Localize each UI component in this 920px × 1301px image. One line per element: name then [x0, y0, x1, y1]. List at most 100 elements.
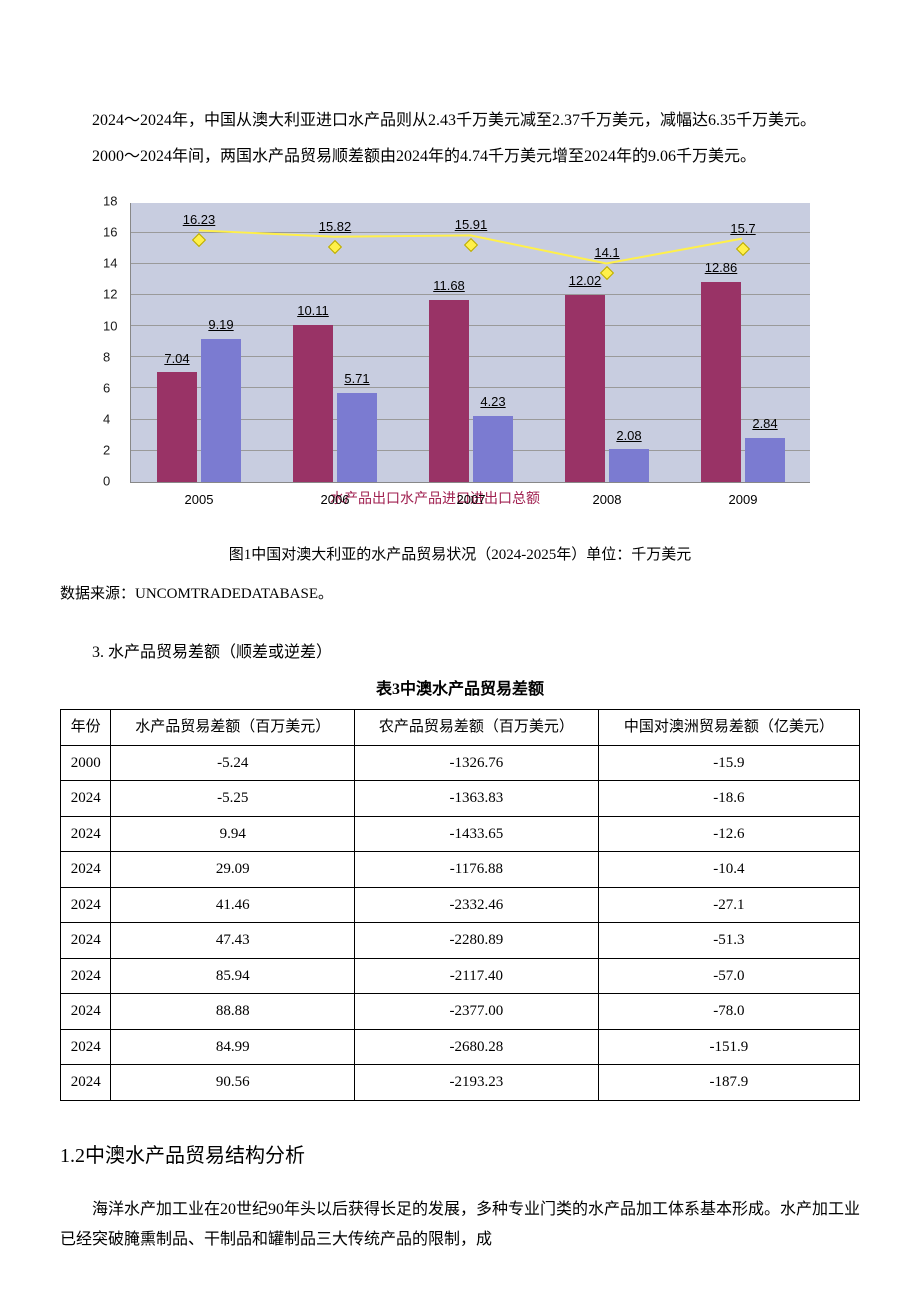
table-cell: -2193.23: [355, 1065, 599, 1101]
line-value-label: 15.91: [455, 213, 488, 238]
table-cell: 85.94: [111, 958, 355, 994]
table-cell: -187.9: [598, 1065, 859, 1101]
table-cell: 84.99: [111, 1029, 355, 1065]
bar-export: 7.04: [157, 372, 197, 482]
table-cell: -12.6: [598, 816, 859, 852]
y-tick-label: 4: [103, 407, 110, 432]
table-cell: -1363.83: [355, 781, 599, 817]
bar-import-label: 4.23: [480, 390, 505, 415]
bar-import-label: 2.84: [752, 412, 777, 437]
table-cell: -2377.00: [355, 994, 599, 1030]
table-3-col-header: 农产品贸易差额（百万美元）: [355, 710, 599, 746]
y-tick-label: 0: [103, 469, 110, 494]
y-tick-label: 14: [103, 252, 117, 277]
x-category-label: 2005: [185, 488, 214, 513]
x-category-label: 2007: [457, 488, 486, 513]
table-cell: -1326.76: [355, 745, 599, 781]
table-cell: 2024: [61, 923, 111, 959]
bar-import: 2.08: [609, 449, 649, 481]
bar-import-label: 2.08: [616, 424, 641, 449]
bar-export-label: 12.86: [705, 256, 738, 281]
table-cell: 2024: [61, 994, 111, 1030]
table-row: 202488.88-2377.00-78.0: [61, 994, 860, 1030]
y-tick-label: 8: [103, 345, 110, 370]
y-tick-label: 16: [103, 221, 117, 246]
table-cell: 2024: [61, 781, 111, 817]
line-value-label: 15.82: [319, 215, 352, 240]
table-cell: -2280.89: [355, 923, 599, 959]
table-3-col-header: 中国对澳洲贸易差额（亿美元）: [598, 710, 859, 746]
table-cell: -1433.65: [355, 816, 599, 852]
table-cell: 2024: [61, 887, 111, 923]
table-cell: 9.94: [111, 816, 355, 852]
table-cell: -27.1: [598, 887, 859, 923]
y-tick-label: 2: [103, 438, 110, 463]
table-row: 202429.09-1176.88-10.4: [61, 852, 860, 888]
legend-text: 水产品出口水产品进口进出口总额: [330, 492, 540, 507]
x-category-label: 2008: [593, 488, 622, 513]
table-cell: -5.24: [111, 745, 355, 781]
subsection-3-label: 3. 水产品贸易差额（顺差或逆差）: [60, 638, 860, 668]
table-3-col-header: 水产品贸易差额（百万美元）: [111, 710, 355, 746]
table-row: 202485.94-2117.40-57.0: [61, 958, 860, 994]
y-tick-label: 10: [103, 314, 117, 339]
bar-import: 2.84: [745, 438, 785, 482]
bar-import: 4.23: [473, 416, 513, 482]
bar-export-label: 7.04: [164, 347, 189, 372]
figure-1-caption: 图1中国对澳大利亚的水产品贸易状况（2024-2025年）单位：千万美元: [60, 541, 860, 570]
table-cell: 29.09: [111, 852, 355, 888]
x-category-label: 2009: [729, 488, 758, 513]
table-row: 202441.46-2332.46-27.1: [61, 887, 860, 923]
table-row: 202484.99-2680.28-151.9: [61, 1029, 860, 1065]
table-cell: -151.9: [598, 1029, 859, 1065]
table-cell: 2024: [61, 958, 111, 994]
para-1: 2024～2024年，中国从澳大利亚进口水产品则从2.43千万美元减至2.37千…: [60, 106, 860, 136]
line-value-label: 14.1: [594, 241, 619, 266]
table-row: 2000-5.24-1326.76-15.9: [61, 745, 860, 781]
bar-export: 11.68: [429, 300, 469, 482]
table-cell: 2024: [61, 1029, 111, 1065]
table-cell: 47.43: [111, 923, 355, 959]
bar-import: 9.19: [201, 339, 241, 482]
table-cell: 88.88: [111, 994, 355, 1030]
bar-import: 5.71: [337, 393, 377, 482]
table-cell: -18.6: [598, 781, 859, 817]
table-cell: -5.25: [111, 781, 355, 817]
x-category-label: 2006: [321, 488, 350, 513]
heading-1-2: 1.2中澳水产品贸易结构分析: [60, 1137, 860, 1175]
table-3-caption: 表3中澳水产品贸易差额: [60, 675, 860, 705]
data-source-prefix: 数据来源：: [60, 586, 135, 602]
bar-export-label: 12.02: [569, 269, 602, 294]
table-cell: 41.46: [111, 887, 355, 923]
table-row: 2024-5.25-1363.83-18.6: [61, 781, 860, 817]
y-tick-label: 12: [103, 283, 117, 308]
bar-export: 12.02: [565, 295, 605, 482]
table-cell: 2024: [61, 852, 111, 888]
table-cell: -51.3: [598, 923, 859, 959]
y-tick-label: 18: [103, 189, 117, 214]
line-value-label: 16.23: [183, 208, 216, 233]
table-cell: 2024: [61, 816, 111, 852]
closing-paragraph: 海洋水产加工业在20世纪90年头以后获得长足的发展，多种专业门类的水产品加工体系…: [60, 1195, 860, 1256]
bar-export: 12.86: [701, 282, 741, 482]
line-value-label: 15.7: [730, 217, 755, 242]
table-cell: -2332.46: [355, 887, 599, 923]
table-cell: -1176.88: [355, 852, 599, 888]
table-3-body: 2000-5.24-1326.76-15.92024-5.25-1363.83-…: [61, 745, 860, 1100]
table-cell: 2024: [61, 1065, 111, 1101]
bar-export: 10.11: [293, 325, 333, 482]
table-cell: -2117.40: [355, 958, 599, 994]
table-3: 年份水产品贸易差额（百万美元）农产品贸易差额（百万美元）中国对澳洲贸易差额（亿美…: [60, 709, 860, 1101]
table-row: 202447.43-2280.89-51.3: [61, 923, 860, 959]
chart-figure-1: 0246810121416187.049.19200516.2310.115.7…: [130, 203, 810, 514]
bar-import-label: 9.19: [208, 313, 233, 338]
table-cell: -2680.28: [355, 1029, 599, 1065]
table-cell: -57.0: [598, 958, 859, 994]
table-cell: 90.56: [111, 1065, 355, 1101]
table-3-col-header: 年份: [61, 710, 111, 746]
para-2: 2000～2024年间，两国水产品贸易顺差额由2024年的4.74千万美元增至2…: [60, 142, 860, 172]
table-cell: -10.4: [598, 852, 859, 888]
table-cell: -15.9: [598, 745, 859, 781]
data-source-body: UNCOMTRADEDATABASE。: [135, 586, 333, 602]
bar-import-label: 5.71: [344, 367, 369, 392]
